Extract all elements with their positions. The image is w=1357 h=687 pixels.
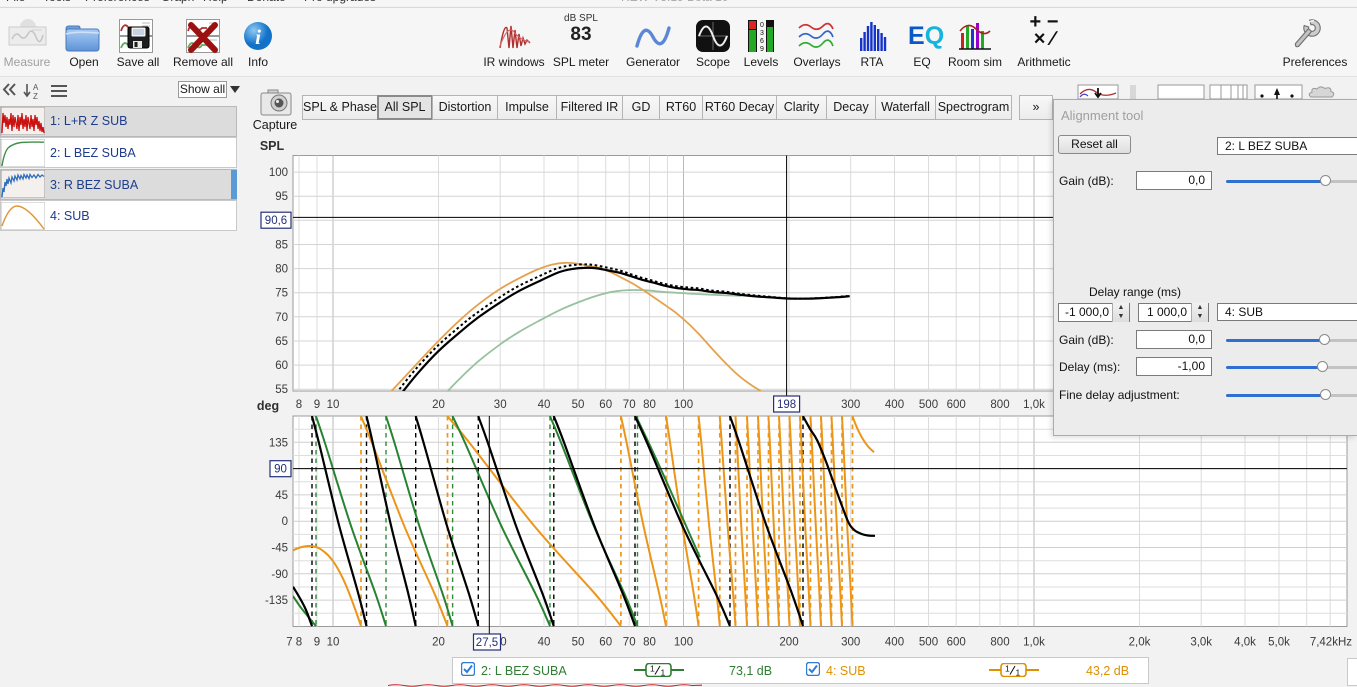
svg-text:30: 30 xyxy=(494,399,507,411)
svg-text:8: 8 xyxy=(296,637,302,649)
svg-text:60: 60 xyxy=(599,637,612,649)
svg-text:80: 80 xyxy=(643,399,656,411)
svg-text:60: 60 xyxy=(275,360,288,372)
svg-text:85: 85 xyxy=(275,240,288,252)
svg-text:7,42kHz: 7,42kHz xyxy=(1310,637,1352,649)
svg-text:-90: -90 xyxy=(271,569,288,581)
svg-text:9: 9 xyxy=(760,46,764,53)
svg-text:50: 50 xyxy=(572,399,585,411)
svg-text:90,6: 90,6 xyxy=(265,215,287,227)
svg-text:80: 80 xyxy=(275,264,288,276)
svg-text:3,0k: 3,0k xyxy=(1190,637,1212,649)
svg-text:A: A xyxy=(33,83,39,92)
svg-text:deg: deg xyxy=(257,399,279,413)
svg-text:0: 0 xyxy=(760,22,764,29)
svg-text:40: 40 xyxy=(538,637,551,649)
svg-text:198: 198 xyxy=(777,399,796,411)
svg-text:4,0k: 4,0k xyxy=(1234,637,1256,649)
svg-text:-135: -135 xyxy=(265,595,288,607)
svg-text:1,0k: 1,0k xyxy=(1023,637,1045,649)
svg-text:200: 200 xyxy=(779,637,798,649)
svg-text:600: 600 xyxy=(947,637,966,649)
svg-text:95: 95 xyxy=(275,191,288,203)
svg-text:600: 600 xyxy=(947,399,966,411)
svg-text:500: 500 xyxy=(919,399,938,411)
svg-text:1: 1 xyxy=(1005,664,1010,674)
svg-text:i: i xyxy=(255,25,261,49)
svg-text:100: 100 xyxy=(269,167,288,179)
svg-text:50: 50 xyxy=(572,637,585,649)
svg-text:80: 80 xyxy=(643,637,656,649)
svg-text:500: 500 xyxy=(919,637,938,649)
svg-text:100: 100 xyxy=(674,637,693,649)
svg-text:75: 75 xyxy=(275,288,288,300)
svg-text:6: 6 xyxy=(760,38,764,45)
svg-text:1: 1 xyxy=(661,668,666,678)
svg-text:70: 70 xyxy=(623,399,636,411)
svg-text:400: 400 xyxy=(885,399,904,411)
svg-text:20: 20 xyxy=(432,399,445,411)
svg-text:100: 100 xyxy=(674,399,693,411)
svg-text:300: 300 xyxy=(841,637,860,649)
svg-text:70: 70 xyxy=(623,637,636,649)
svg-text:1: 1 xyxy=(650,664,655,674)
svg-text:Z: Z xyxy=(33,92,38,100)
svg-text:20: 20 xyxy=(432,637,445,649)
svg-text:90: 90 xyxy=(274,464,287,476)
svg-text:60: 60 xyxy=(599,399,612,411)
svg-text:5,0k: 5,0k xyxy=(1268,637,1290,649)
svg-text:0: 0 xyxy=(282,516,288,528)
svg-text:1,0k: 1,0k xyxy=(1023,399,1045,411)
svg-text:10: 10 xyxy=(327,637,340,649)
svg-text:7: 7 xyxy=(286,637,292,649)
svg-text:65: 65 xyxy=(275,336,288,348)
svg-text:70: 70 xyxy=(275,312,288,324)
svg-text:2,0k: 2,0k xyxy=(1129,637,1151,649)
svg-text:9: 9 xyxy=(314,637,320,649)
svg-text:3: 3 xyxy=(760,30,764,37)
svg-text:27,5: 27,5 xyxy=(476,637,498,649)
svg-text:9: 9 xyxy=(314,399,320,411)
svg-text:400: 400 xyxy=(885,637,904,649)
svg-text:55: 55 xyxy=(275,384,288,396)
svg-text:1: 1 xyxy=(1016,668,1021,678)
svg-text:800: 800 xyxy=(990,399,1009,411)
svg-text:40: 40 xyxy=(538,399,551,411)
svg-text:300: 300 xyxy=(841,399,860,411)
svg-text:-45: -45 xyxy=(271,543,288,555)
svg-text:SPL: SPL xyxy=(260,139,285,153)
svg-text:135: 135 xyxy=(269,437,288,449)
svg-text:45: 45 xyxy=(275,490,288,502)
svg-text:8: 8 xyxy=(296,399,302,411)
svg-text:800: 800 xyxy=(990,637,1009,649)
svg-text:10: 10 xyxy=(327,399,340,411)
